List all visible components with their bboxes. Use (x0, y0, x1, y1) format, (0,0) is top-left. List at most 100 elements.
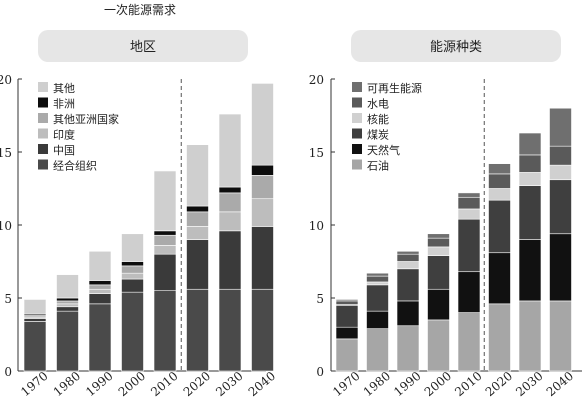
bar-segment (218, 113, 242, 188)
x-tick-label: 2000 (422, 369, 454, 399)
bar-segment (366, 275, 389, 283)
bar-segment (121, 265, 144, 274)
bar-segment (335, 304, 359, 328)
legend-label: 印度 (53, 128, 75, 142)
bar-segment (366, 284, 389, 312)
bar-segment (88, 250, 112, 281)
bar-segment (335, 300, 359, 305)
panel-title: 地区 (130, 40, 156, 55)
bar-segment (121, 278, 144, 293)
x-tick-label: 2040 (544, 369, 576, 399)
legend-swatch (38, 82, 48, 92)
x-tick-label: 2010 (452, 369, 484, 399)
bar-segment (121, 233, 144, 262)
bar-segment (186, 211, 209, 227)
x-tick-label: 2000 (116, 369, 148, 399)
bar-segment (457, 312, 481, 372)
bar-segment (218, 288, 242, 372)
x-tick-label: 1970 (330, 369, 362, 399)
bar-segment (549, 233, 572, 302)
bar-segment (218, 192, 242, 213)
bar-segment (427, 246, 450, 256)
legend-swatch (352, 113, 362, 123)
bar-segment (488, 252, 511, 305)
legend-label: 可再生能源 (367, 81, 422, 95)
x-tick-label: 1970 (18, 369, 50, 399)
bar-segment (23, 299, 47, 315)
legend-swatch (352, 128, 362, 139)
legend-label: 其他 (53, 82, 75, 95)
panel-title: 能源种类 (430, 40, 482, 55)
bar-segment (121, 291, 144, 372)
bar-segment (88, 284, 112, 290)
x-tick-label: 1990 (83, 369, 115, 399)
bar-segment (186, 144, 209, 207)
legend-label: 核能 (367, 112, 389, 126)
bar-segment (88, 288, 112, 294)
x-tick-label: 1980 (361, 369, 393, 399)
bar-segment (186, 239, 209, 290)
bar-segment (186, 205, 209, 213)
bar-segment (518, 132, 542, 156)
panel-title-box (38, 30, 248, 62)
y-tick-label: 0 (316, 365, 324, 379)
bar-segment (549, 179, 572, 235)
bar-segment (335, 338, 359, 372)
bar-segment (518, 239, 542, 302)
y-tick-label: 20 (309, 73, 324, 87)
panel-energy-type: 能源种类 0 5 10 15 20 1970198019902000201020202030… (309, 30, 582, 399)
bar-segment (218, 211, 242, 232)
x-tick-label: 2010 (148, 369, 180, 399)
panel-region: 地区 0 5 10 15 20 1970 1980 1990 2000 2010 2020 2030 20… (0, 30, 278, 399)
bar-segment (549, 164, 572, 181)
bar-segment (251, 175, 274, 200)
bar-segment (186, 226, 209, 240)
bar-segment (251, 83, 274, 166)
bar-segment (56, 300, 79, 305)
bar-segment (427, 319, 450, 372)
bar-segment (56, 310, 79, 372)
bar-segment (366, 281, 389, 286)
bar-segment (56, 274, 79, 299)
x-tick-label: 2040 (246, 369, 278, 399)
bar-segment (488, 199, 511, 254)
legend-label: 中国 (53, 144, 75, 157)
bar-segment (153, 234, 177, 246)
bar-segment (396, 253, 420, 262)
bar-segment (366, 310, 389, 329)
bar-segment (56, 297, 79, 302)
bar-segment (153, 170, 177, 232)
legend-swatch (352, 97, 362, 108)
y-tick-label: 5 (4, 292, 12, 306)
bar-segment (488, 188, 511, 201)
x-tick-label: 2030 (213, 369, 245, 399)
bar-segment (549, 107, 572, 147)
bar-segment (153, 245, 177, 255)
legend-swatch (38, 128, 48, 139)
bar-segment (427, 288, 450, 321)
bar-segment (153, 253, 177, 291)
bar-segment (153, 290, 177, 372)
x-tick-label: 2020 (181, 369, 213, 399)
legend-label: 非洲 (53, 98, 75, 111)
bar-segment (457, 218, 481, 273)
bar-segment (488, 303, 511, 372)
bar-segment (396, 250, 420, 255)
bar-segment (56, 306, 79, 312)
legend-swatch (38, 159, 48, 170)
bar-segment (88, 293, 112, 305)
bar-segment (153, 230, 177, 236)
x-tick-label: 2020 (483, 369, 515, 399)
bar-segment (518, 154, 542, 173)
bar-segment (366, 272, 389, 277)
legend-label: 煤炭 (367, 129, 389, 142)
bar-segment (488, 163, 511, 175)
legend-swatch (352, 159, 362, 170)
bar-segment (396, 325, 420, 372)
bar-segment (518, 172, 542, 186)
bar-segment (23, 321, 47, 372)
bar-segment (56, 303, 79, 308)
legend-label: 石油 (367, 159, 389, 173)
bar-segment (427, 233, 450, 239)
bar-segment (121, 261, 144, 267)
